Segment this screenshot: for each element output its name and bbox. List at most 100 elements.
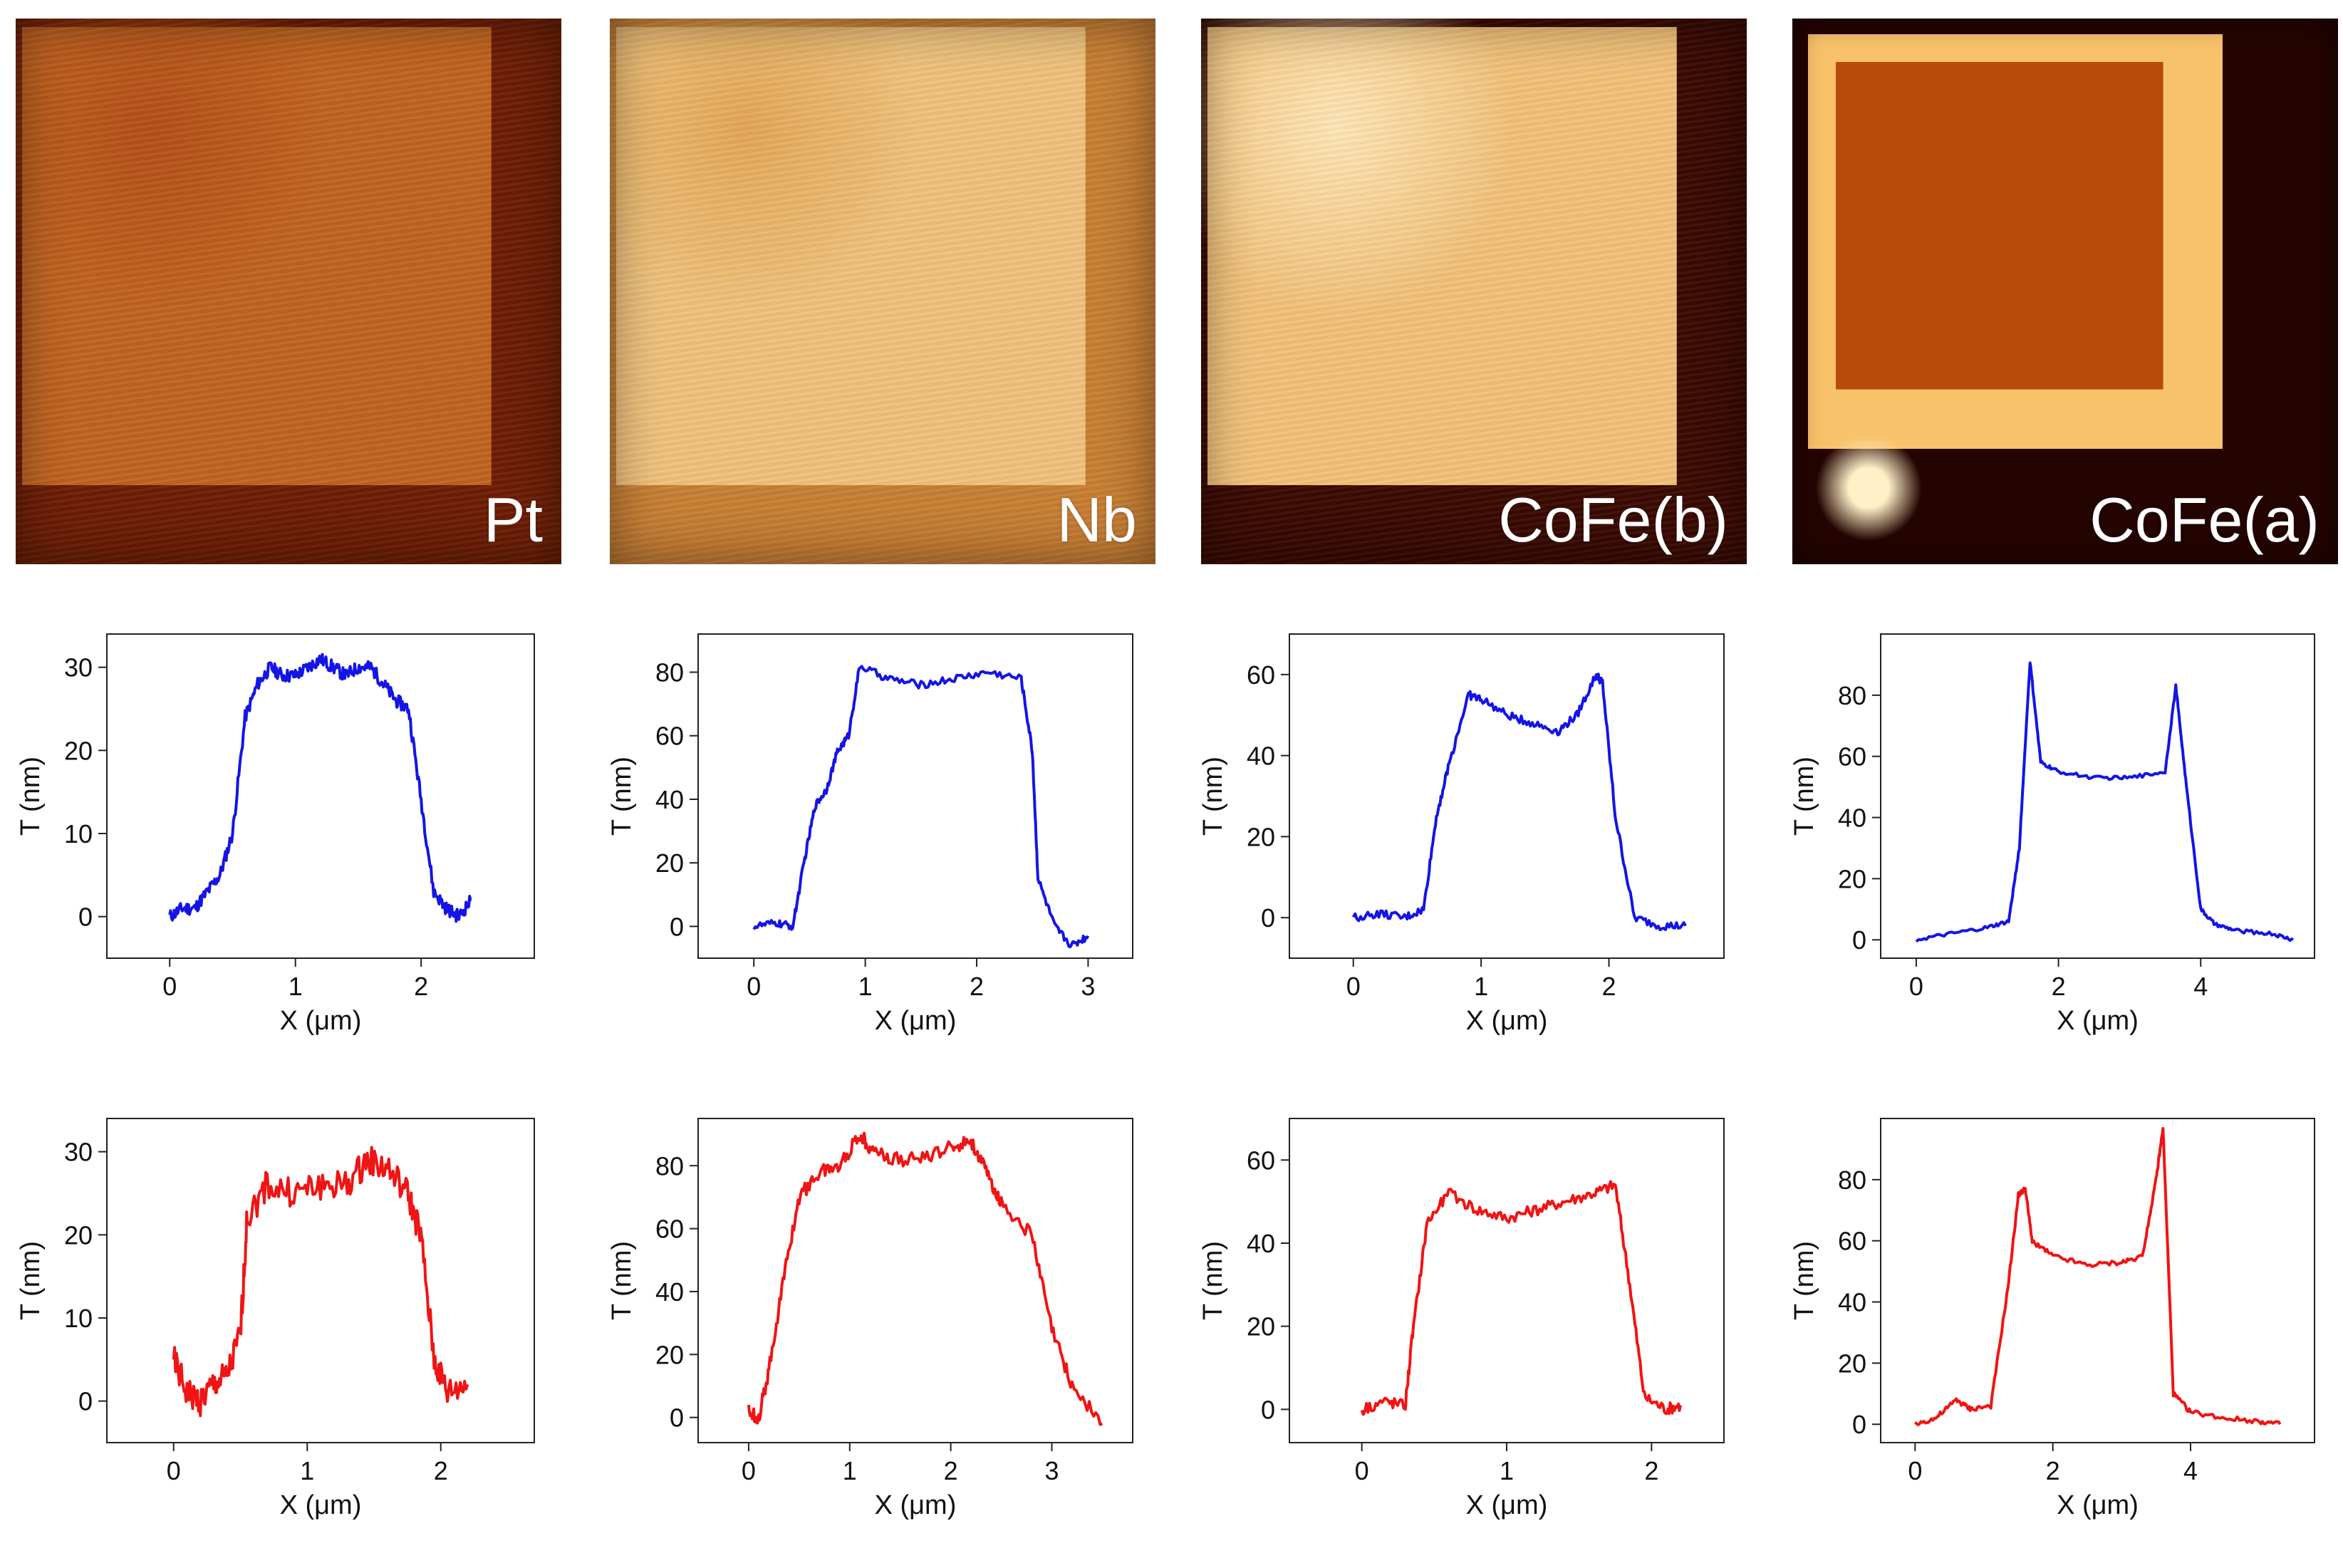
y-tick-label: 60 (1838, 1227, 1866, 1256)
y-tick-label: 40 (1247, 1229, 1275, 1258)
y-tick-label: 60 (655, 722, 684, 751)
y-tick-label: 30 (64, 653, 93, 682)
profile-plot-nb-red: 0 1 2 3 0 20 40 60 80 X (μm) T (nm) (591, 1104, 1161, 1560)
x-tick-label: 2 (1602, 972, 1616, 1001)
y-tick-label: 0 (78, 903, 93, 932)
x-tick-label: 2 (1644, 1456, 1658, 1485)
y-tick-label: 20 (655, 1340, 684, 1369)
plot-frame (106, 1118, 535, 1443)
x-axis-title: X (μm) (875, 1006, 957, 1036)
y-tick-label: 60 (1247, 1146, 1275, 1175)
profile-line (1914, 1127, 2282, 1426)
x-axis-title: X (μm) (2057, 1490, 2139, 1520)
x-tick-label: 0 (742, 1456, 756, 1485)
y-tick-label: 40 (1838, 804, 1866, 833)
x-tick-label: 0 (1355, 1456, 1369, 1485)
y-axis-title: T (nm) (1198, 757, 1228, 836)
y-tick-label: 20 (655, 848, 684, 878)
y-axis-title: T (nm) (16, 757, 46, 836)
profile-plot-cofe-a-blue: 0 2 4 0 20 40 60 80 X (μm) T (nm) (1774, 620, 2343, 1076)
y-tick-label: 60 (1247, 660, 1275, 690)
x-axis-title: X (μm) (875, 1490, 957, 1520)
image-label-cofe-b: CoFe(b) (1498, 484, 1728, 555)
profile-plot-pt-blue: 0 1 2 0 10 20 30 X (μm) T (nm) (0, 620, 563, 1076)
plot-frame (1289, 1118, 1725, 1443)
plot-frame (106, 633, 535, 959)
y-tick-label: 40 (1838, 1288, 1866, 1317)
y-tick-label: 20 (1838, 864, 1866, 893)
image-label-nb: Nb (1056, 484, 1138, 555)
y-tick-label: 20 (1247, 822, 1275, 851)
plot-frame (697, 633, 1133, 959)
plot-frame (1880, 633, 2315, 959)
y-tick-label: 40 (655, 1277, 684, 1307)
x-axis-title: X (μm) (2057, 1006, 2139, 1036)
profile-plot-cofe-a-red: 0 2 4 0 20 40 60 80 X (μm) T (nm) (1774, 1104, 2343, 1560)
x-axis-title: X (μm) (280, 1490, 362, 1520)
profile-line (1915, 661, 2294, 943)
x-axis-title: X (μm) (1466, 1490, 1548, 1520)
profile-line (747, 1131, 1103, 1426)
profile-plot-nb-blue: 0 1 2 3 0 20 40 60 80 X (μm) T (nm) (591, 620, 1161, 1076)
x-axis-title: X (μm) (280, 1006, 362, 1036)
x-tick-label: 3 (1044, 1456, 1059, 1485)
x-tick-label: 1 (843, 1456, 857, 1485)
x-tick-label: 2 (970, 972, 984, 1001)
y-tick-label: 20 (64, 736, 93, 765)
x-tick-label: 1 (1500, 1456, 1514, 1485)
profile-line (752, 665, 1090, 949)
profile-line (1351, 673, 1687, 932)
y-tick-label: 0 (670, 1403, 684, 1433)
y-tick-label: 20 (64, 1220, 93, 1250)
x-tick-label: 2 (2046, 1456, 2060, 1485)
image-label-cofe-a: CoFe(a) (2089, 484, 2319, 555)
y-tick-label: 0 (1261, 1395, 1275, 1424)
y-tick-label: 10 (64, 1304, 93, 1333)
plot-frame (1289, 633, 1725, 959)
plot-frame (1880, 1118, 2315, 1443)
y-axis-title: T (nm) (1789, 1241, 1819, 1320)
afm-image-cofe-a: CoFe(a) (1792, 19, 2338, 564)
y-tick-label: 0 (670, 912, 684, 941)
y-tick-label: 0 (1852, 1410, 1866, 1439)
x-tick-label: 0 (1908, 1456, 1922, 1485)
chart-svg: 0 1 2 3 0 20 40 60 80 X (μm) T (nm) (607, 633, 1133, 1036)
x-tick-label: 1 (1474, 972, 1488, 1001)
y-tick-label: 40 (655, 785, 684, 814)
chart-svg: 0 1 2 3 0 20 40 60 80 X (μm) T (nm) (607, 1118, 1133, 1520)
y-tick-label: 60 (1838, 742, 1866, 772)
y-axis-title: T (nm) (607, 757, 637, 836)
image-label-pt: Pt (483, 484, 543, 555)
x-tick-label: 1 (300, 1456, 314, 1485)
x-tick-label: 4 (2193, 972, 2208, 1001)
x-tick-label: 4 (2183, 1456, 2198, 1485)
afm-image-cofe-b: CoFe(b) (1201, 19, 1747, 564)
x-tick-label: 1 (858, 972, 873, 1001)
y-tick-label: 80 (1838, 681, 1866, 710)
plot-frame (697, 1118, 1133, 1443)
y-axis-title: T (nm) (1198, 1241, 1228, 1320)
y-tick-label: 80 (1838, 1165, 1866, 1195)
afm-image-pt: Pt (16, 19, 561, 564)
x-tick-label: 2 (944, 1456, 958, 1485)
y-axis-title: T (nm) (607, 1241, 637, 1320)
y-tick-label: 30 (64, 1138, 93, 1167)
y-tick-label: 80 (655, 658, 684, 687)
profile-plot-pt-red: 0 1 2 0 10 20 30 X (μm) T (nm) (0, 1104, 563, 1560)
x-tick-label: 2 (434, 1456, 448, 1485)
y-tick-label: 10 (64, 819, 93, 848)
profile-plot-cofe-b-blue: 0 1 2 0 20 40 60 X (μm) T (nm) (1183, 620, 1752, 1076)
x-axis-title: X (μm) (1466, 1006, 1548, 1036)
profile-line (168, 653, 472, 923)
profile-plot-cofe-b-red: 0 1 2 0 20 40 60 X (μm) T (nm) (1183, 1104, 1752, 1560)
y-axis-title: T (nm) (16, 1241, 46, 1320)
y-tick-label: 60 (655, 1215, 684, 1244)
y-tick-label: 80 (655, 1151, 684, 1180)
x-tick-label: 3 (1081, 972, 1095, 1001)
profile-line (1360, 1180, 1682, 1416)
